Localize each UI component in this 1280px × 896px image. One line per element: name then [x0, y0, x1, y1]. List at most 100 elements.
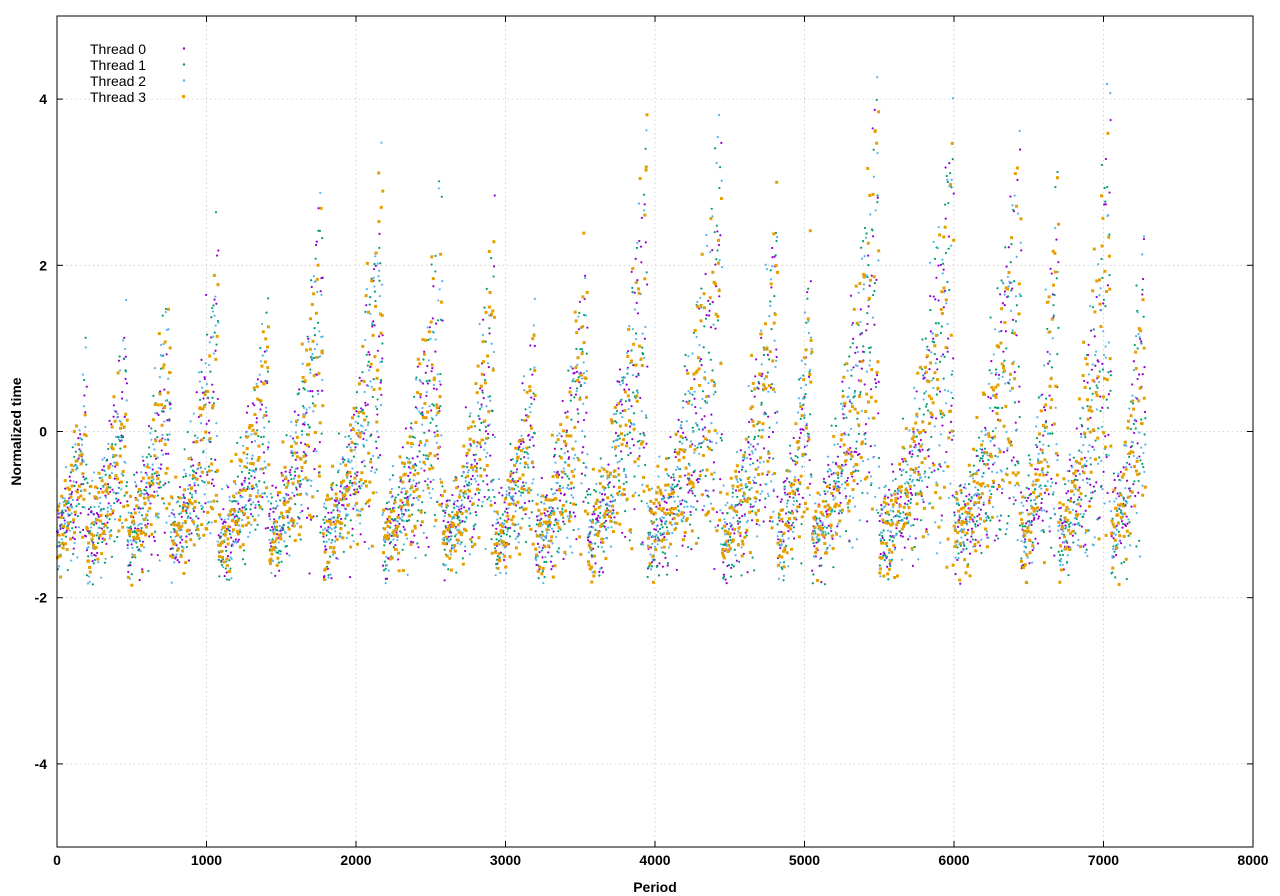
data-point — [321, 389, 324, 392]
data-point — [1130, 505, 1133, 508]
data-point — [487, 395, 490, 399]
data-point — [1122, 496, 1125, 499]
data-point — [461, 557, 464, 560]
data-point — [631, 286, 634, 289]
data-point — [1020, 557, 1023, 560]
data-point — [752, 462, 755, 465]
data-point — [516, 535, 519, 538]
data-point — [841, 469, 844, 472]
data-point — [173, 561, 176, 564]
data-point — [673, 479, 676, 482]
data-point — [980, 451, 984, 454]
data-point — [204, 362, 207, 365]
data-point — [1038, 508, 1041, 512]
data-point — [714, 327, 717, 330]
data-point — [632, 364, 635, 367]
data-point — [564, 472, 567, 476]
data-point — [307, 423, 310, 426]
data-point — [716, 135, 719, 139]
data-point — [219, 515, 222, 519]
data-point — [338, 510, 341, 513]
data-point — [1135, 420, 1138, 423]
data-point — [78, 448, 81, 451]
data-point — [455, 571, 458, 574]
data-point — [663, 535, 666, 539]
data-point — [403, 487, 406, 490]
data-point — [110, 471, 114, 475]
data-point — [126, 500, 129, 503]
data-point — [636, 279, 639, 282]
data-point — [599, 457, 602, 460]
data-point — [1062, 568, 1065, 571]
data-point — [469, 412, 472, 415]
data-point — [1069, 497, 1073, 500]
data-point — [954, 572, 957, 576]
data-point — [360, 379, 363, 382]
data-point — [833, 443, 836, 446]
data-point — [573, 371, 576, 374]
data-point — [551, 542, 554, 545]
data-point — [954, 521, 957, 524]
data-point — [994, 368, 998, 371]
data-point — [410, 445, 413, 448]
data-point — [1073, 500, 1076, 503]
data-point — [1125, 461, 1129, 464]
data-point — [508, 535, 512, 538]
data-point — [700, 364, 703, 367]
data-point — [259, 346, 262, 350]
data-point — [627, 407, 630, 411]
data-point — [764, 412, 768, 416]
data-point — [798, 503, 801, 506]
data-point — [844, 481, 847, 484]
data-point — [253, 404, 256, 407]
data-point — [741, 464, 744, 468]
data-point — [313, 327, 316, 330]
data-point — [1005, 347, 1008, 350]
data-point — [912, 468, 915, 472]
data-point — [427, 545, 430, 548]
data-point — [1122, 466, 1125, 469]
data-point — [146, 510, 150, 513]
data-point — [683, 505, 686, 509]
data-point — [328, 555, 332, 558]
data-point — [1089, 329, 1093, 332]
data-point — [761, 372, 764, 376]
data-point — [720, 439, 723, 442]
data-point — [909, 498, 913, 501]
data-point — [978, 544, 982, 547]
data-point — [925, 527, 928, 531]
data-point — [752, 569, 756, 572]
data-point — [500, 486, 503, 489]
data-point — [171, 508, 174, 512]
data-point — [693, 397, 696, 400]
data-point — [329, 573, 332, 576]
data-point — [121, 339, 125, 342]
data-point — [524, 481, 527, 484]
data-point — [119, 420, 122, 423]
data-point — [478, 407, 482, 411]
data-point — [710, 449, 713, 452]
data-point — [387, 569, 390, 572]
data-point — [239, 530, 242, 533]
data-point — [306, 507, 310, 510]
data-point — [1089, 463, 1092, 466]
data-point — [546, 531, 549, 534]
data-point — [726, 564, 729, 568]
data-point — [550, 555, 553, 558]
data-point — [831, 461, 834, 464]
data-point — [1144, 417, 1147, 420]
data-point — [663, 496, 666, 500]
data-point — [442, 537, 445, 540]
data-point — [355, 406, 358, 409]
data-point — [260, 435, 263, 439]
data-point — [503, 501, 506, 504]
data-point — [315, 240, 318, 243]
data-point — [826, 490, 829, 493]
data-point — [815, 541, 818, 544]
data-point — [291, 454, 294, 457]
data-point — [275, 500, 278, 503]
data-point — [84, 336, 87, 339]
data-point — [800, 408, 804, 411]
data-point — [1127, 534, 1130, 537]
data-point — [851, 475, 854, 478]
